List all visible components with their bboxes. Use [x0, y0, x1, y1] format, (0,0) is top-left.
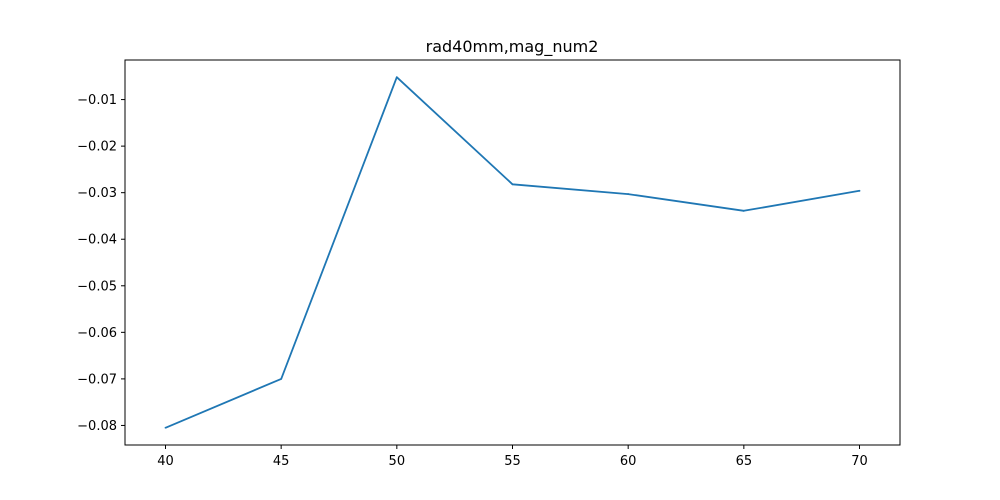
data-point	[395, 76, 398, 79]
y-tick-label: −0.06	[77, 326, 117, 341]
data-point	[742, 209, 745, 212]
data-point	[627, 193, 630, 195]
y-tick-label: −0.03	[77, 186, 117, 201]
data-point	[280, 377, 283, 380]
data-point	[164, 426, 167, 429]
y-tick-label: −0.08	[77, 419, 117, 434]
x-tick-label: 70	[851, 454, 868, 469]
x-tick-label: 65	[736, 454, 753, 469]
x-tick-label: 60	[620, 454, 637, 469]
plot-frame	[124, 59, 901, 446]
chart-title: rad40mm,mag_num2	[426, 37, 599, 57]
x-tick-label: 45	[273, 454, 290, 469]
data-point	[511, 183, 514, 186]
y-tick-label: −0.02	[77, 140, 117, 155]
data-point	[858, 189, 861, 192]
x-tick-label: 50	[389, 454, 406, 469]
y-axis-ticks: −0.08 −0.07 −0.06 −0.05 −0.04 −0.03 −0.02 −0.01	[77, 93, 125, 434]
x-axis-ticks: 40 45 50 55 60 65 70	[157, 445, 868, 469]
y-tick-label: −0.01	[77, 93, 117, 108]
series-layer	[164, 76, 861, 429]
x-tick-label: 55	[504, 454, 521, 469]
x-tick-label: 40	[157, 454, 174, 469]
y-tick-label: −0.05	[77, 279, 117, 294]
y-tick-label: −0.07	[77, 372, 117, 387]
y-tick-label: −0.04	[77, 233, 117, 248]
